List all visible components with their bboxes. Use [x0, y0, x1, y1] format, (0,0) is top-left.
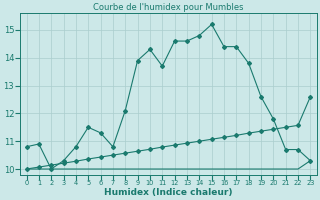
Title: Courbe de l'humidex pour Mumbles: Courbe de l'humidex pour Mumbles	[93, 3, 244, 12]
X-axis label: Humidex (Indice chaleur): Humidex (Indice chaleur)	[104, 188, 233, 197]
